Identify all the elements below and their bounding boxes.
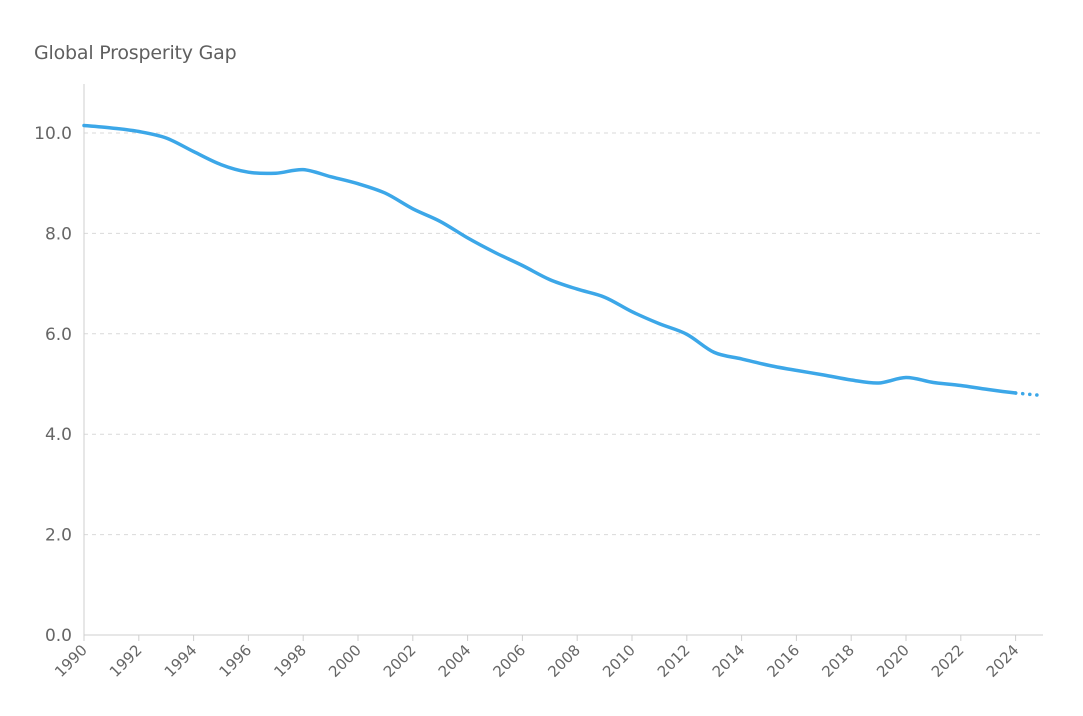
- x-tick-label: 2020: [873, 641, 913, 681]
- x-tick-label: 2014: [709, 641, 749, 681]
- y-axis-ticks: 0.0 2.0 4.0 6.0 8.0 10.0: [34, 124, 72, 646]
- y-tick-label: 6.0: [45, 325, 72, 345]
- y-tick-label: 0.0: [45, 626, 72, 646]
- x-tick-label: 2018: [818, 641, 858, 681]
- grid-lines: [84, 132, 1043, 536]
- x-tick-label: 2004: [435, 641, 475, 681]
- y-tick-label: 2.0: [45, 526, 72, 546]
- x-tick-label: 1992: [106, 641, 146, 681]
- x-tick-label: 1998: [270, 641, 310, 681]
- x-tick-label: 2002: [380, 641, 420, 681]
- x-axis-ticks: 1990 1992 1994 1996 1998 2000 2002 2004 2006 2008…: [51, 635, 1022, 681]
- y-tick-label: 4.0: [45, 425, 72, 445]
- x-tick-label: 2010: [599, 641, 639, 681]
- x-tick-label: 2024: [983, 641, 1023, 681]
- x-tick-label: 1990: [51, 641, 91, 681]
- x-tick-label: 2008: [544, 641, 584, 681]
- x-tick-label: 2012: [654, 641, 694, 681]
- x-tick-label: 2016: [763, 641, 803, 681]
- x-tick-label: 1994: [161, 641, 201, 681]
- projection-line: [1013, 391, 1045, 398]
- x-tick-label: 2000: [325, 641, 365, 681]
- chart-title: Global Prosperity Gap: [34, 42, 237, 64]
- x-tick-label: 2006: [489, 641, 529, 681]
- x-tick-label: 1996: [215, 641, 255, 681]
- x-tick-label: 2022: [928, 641, 968, 681]
- series-line: [82, 123, 1018, 395]
- y-tick-label: 10.0: [34, 124, 72, 144]
- y-tick-label: 8.0: [45, 224, 72, 244]
